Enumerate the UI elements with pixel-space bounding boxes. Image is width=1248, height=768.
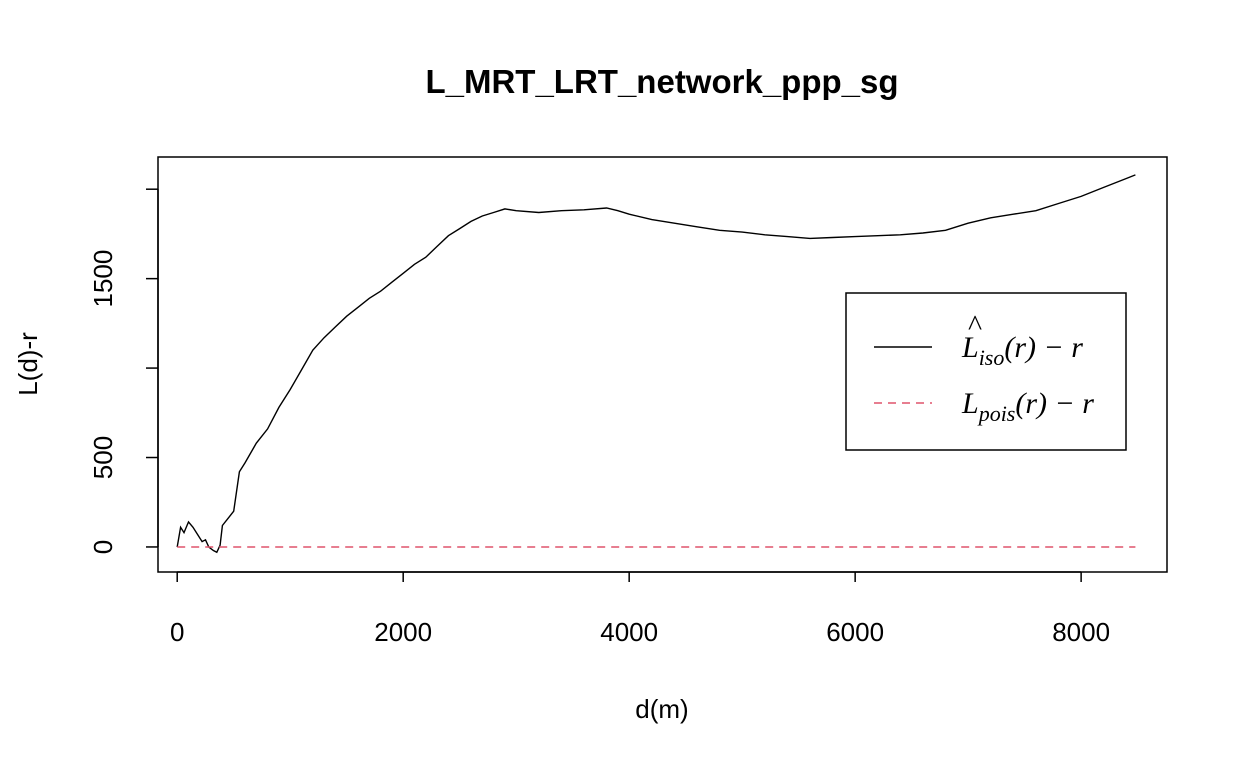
x-tick-label: 8000 — [1052, 617, 1110, 647]
x-tick-label: 0 — [170, 617, 184, 647]
y-tick-label: 1500 — [88, 250, 118, 308]
y-axis-label: L(d)-r — [13, 332, 43, 396]
legend: Liso(r) − r^ Lpois(r) − r — [845, 292, 1127, 451]
legend-hat-mark: ^ — [968, 309, 982, 342]
x-tick-label: 2000 — [374, 617, 432, 647]
x-axis: 0 2000 4000 6000 8000 — [170, 571, 1110, 647]
legend-box — [845, 292, 1127, 451]
y-tick-label: 0 — [88, 540, 118, 554]
legend-label-1: Liso(r) − r — [961, 331, 1083, 370]
chart-title: L_MRT_LRT_network_ppp_sg — [425, 63, 898, 100]
series-layer — [176, 174, 1136, 554]
y-axis: 0 500 1500 — [88, 188, 159, 554]
x-tick-label: 4000 — [600, 617, 658, 647]
y-tick-label: 500 — [88, 436, 118, 479]
series-line-iso — [176, 174, 1136, 554]
x-tick-label: 6000 — [826, 617, 884, 647]
x-axis-label: d(m) — [635, 694, 688, 724]
legend-label-2: Lpois(r) − r — [961, 387, 1094, 426]
